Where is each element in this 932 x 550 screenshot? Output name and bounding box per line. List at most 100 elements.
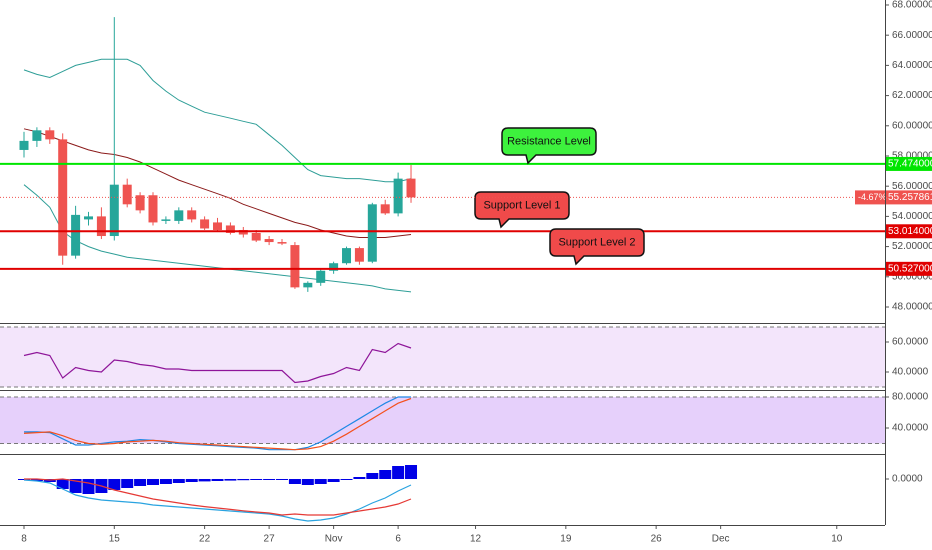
- y-tick-label: 58.000000: [892, 151, 932, 162]
- histogram-bar: [366, 473, 379, 479]
- callout: [474, 191, 570, 229]
- indicator-line: [23, 184, 412, 293]
- level-price-label: 53.014000: [888, 226, 932, 237]
- x-tick-label: 10: [831, 534, 843, 545]
- histogram-bar: [147, 479, 160, 485]
- callout-text: Support Level 2: [558, 236, 635, 248]
- candle-body: [316, 270, 326, 283]
- indicator-line: [23, 128, 412, 238]
- x-tick-label: 15: [109, 534, 121, 545]
- indicator-line: [23, 342, 412, 384]
- histogram-bar: [224, 479, 237, 481]
- y-tick-label: 68.000000: [892, 0, 932, 11]
- histogram-bar: [159, 479, 172, 484]
- y-tick-label: 64.000000: [892, 60, 932, 71]
- y-tick-label: 56.000000: [892, 181, 932, 192]
- histogram-bar: [172, 479, 185, 483]
- histogram-bar: [30, 479, 43, 481]
- candle-body: [45, 130, 55, 140]
- histogram-bar: [198, 479, 211, 482]
- candle-body: [200, 219, 210, 229]
- last-price-label: 55.257861: [888, 192, 932, 203]
- callout-text: Resistance Level: [507, 135, 591, 147]
- y-tick-label: 60.000000: [892, 120, 932, 131]
- histogram-bar: [288, 479, 301, 484]
- x-tick-label: 19: [560, 534, 572, 545]
- level-price-label: 57.474000: [888, 159, 932, 170]
- candle-body: [367, 204, 377, 262]
- histogram-bar: [237, 479, 250, 481]
- x-tick-label: 26: [651, 534, 663, 545]
- y-tick-label: 40.0000: [892, 423, 929, 434]
- x-tick-label: 8: [21, 534, 27, 545]
- y-tick-label: 50.000000: [892, 271, 932, 282]
- level-price-box: [885, 261, 932, 276]
- level-price-label: 50.527000: [888, 263, 932, 274]
- level-price-box: [885, 224, 932, 239]
- candle-body: [303, 282, 313, 288]
- histogram-bar: [211, 479, 224, 481]
- histogram-bar: [392, 466, 405, 479]
- candle-body: [84, 216, 93, 220]
- y-tick-label: 66.000000: [892, 30, 932, 41]
- x-tick-label: 22: [199, 534, 211, 545]
- histogram-bar: [250, 479, 263, 480]
- candle-body: [406, 178, 416, 198]
- histogram-bar: [185, 479, 198, 482]
- band-fill: [0, 396, 885, 444]
- y-tick-label: 54.000000: [892, 211, 932, 222]
- histogram-bar: [108, 479, 121, 490]
- histogram-bar: [82, 479, 95, 494]
- candle-body: [32, 130, 42, 141]
- histogram-bar: [314, 479, 327, 484]
- candle-body: [380, 204, 390, 214]
- histogram-bar: [134, 479, 147, 486]
- candle-body: [19, 140, 29, 150]
- candle-body: [174, 210, 184, 221]
- histogram-bar: [56, 479, 69, 489]
- candle-body: [96, 216, 106, 237]
- y-tick-label: 60.0000: [892, 337, 929, 348]
- histogram-bar: [379, 470, 392, 479]
- candle-body: [225, 225, 235, 234]
- candle-body: [329, 263, 339, 271]
- candle-body: [393, 178, 403, 214]
- callout: [501, 127, 597, 165]
- level-price-box: [885, 156, 932, 171]
- candle-body: [161, 219, 171, 221]
- y-tick-label: 0.0000: [892, 474, 923, 485]
- histogram-bar: [69, 479, 82, 493]
- histogram-bar: [405, 465, 418, 479]
- histogram-bar: [17, 479, 30, 480]
- candle-body: [354, 248, 364, 262]
- histogram-bar: [353, 477, 366, 479]
- candle-body: [290, 245, 300, 288]
- indicator-line: [23, 479, 412, 522]
- histogram-bar: [263, 479, 276, 480]
- band-fill: [0, 326, 885, 388]
- candle-body: [122, 184, 132, 205]
- candle-body: [135, 195, 145, 211]
- x-tick-label: 6: [395, 534, 401, 545]
- candle-body: [251, 233, 261, 241]
- x-tick-label: 27: [264, 534, 276, 545]
- histogram-bar: [301, 479, 314, 485]
- x-tick-label: Dec: [712, 534, 730, 545]
- histogram-bar: [327, 479, 340, 482]
- histogram-bar: [121, 479, 134, 488]
- callout-text: Support Level 1: [483, 199, 560, 211]
- candle-body: [342, 248, 352, 264]
- y-tick-label: 80.0000: [892, 392, 929, 403]
- y-tick-label: 52.000000: [892, 241, 932, 252]
- x-tick-label: 12: [470, 534, 482, 545]
- indicator-line: [23, 58, 412, 183]
- last-price-box: [855, 190, 932, 205]
- candle-body: [109, 184, 119, 237]
- indicator-line: [23, 397, 412, 451]
- y-tick-label: 40.0000: [892, 367, 929, 378]
- candle-body: [277, 242, 287, 244]
- price-change: -4.67%: [858, 192, 887, 202]
- y-tick-label: 62.000000: [892, 90, 932, 101]
- callout: [549, 228, 645, 266]
